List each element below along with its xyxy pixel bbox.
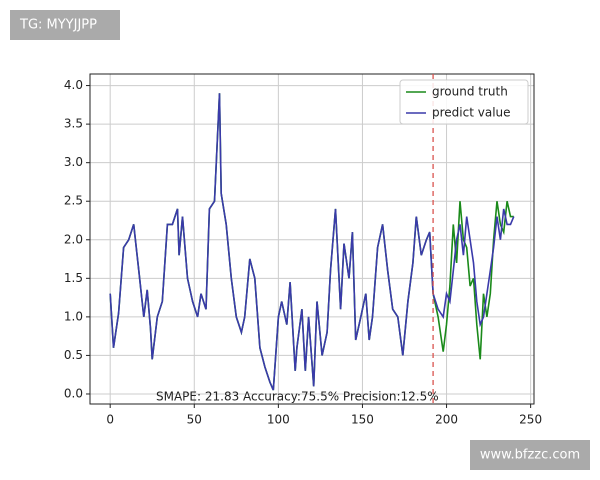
legend-label: ground truth xyxy=(432,85,508,99)
watermark-box xyxy=(10,10,120,40)
y-tick-label: 0.5 xyxy=(64,348,83,362)
y-tick-label: 2.5 xyxy=(64,194,83,208)
y-tick-label: 3.0 xyxy=(64,155,83,169)
line-series xyxy=(109,93,515,391)
y-tick-label: 1.0 xyxy=(64,309,83,323)
line-series xyxy=(109,93,514,391)
y-tick-label: 4.0 xyxy=(64,78,83,92)
x-tick-label: 50 xyxy=(187,413,202,427)
y-tick-label: 3.5 xyxy=(64,117,83,131)
x-tick-label: 150 xyxy=(351,413,374,427)
legend-label: predict value xyxy=(432,106,511,120)
legend-box xyxy=(399,79,529,125)
annotation: SMAPE: 21.83 Accuracy:75.5% Precision:12… xyxy=(156,390,439,404)
x-tick-label: 250 xyxy=(519,413,542,427)
y-tick-label: 2.0 xyxy=(64,232,83,246)
plot-frame xyxy=(89,73,535,405)
x-tick-label: 0 xyxy=(106,413,114,427)
watermark: www.bfzzc.com xyxy=(480,448,580,463)
x-tick-label: 200 xyxy=(435,413,458,427)
watermark-box xyxy=(470,440,590,470)
x-tick-label: 100 xyxy=(267,413,290,427)
y-tick-label: 0.0 xyxy=(64,386,83,400)
y-tick-label: 1.5 xyxy=(64,271,83,285)
watermark: TG: MYYJJPP xyxy=(19,18,97,33)
